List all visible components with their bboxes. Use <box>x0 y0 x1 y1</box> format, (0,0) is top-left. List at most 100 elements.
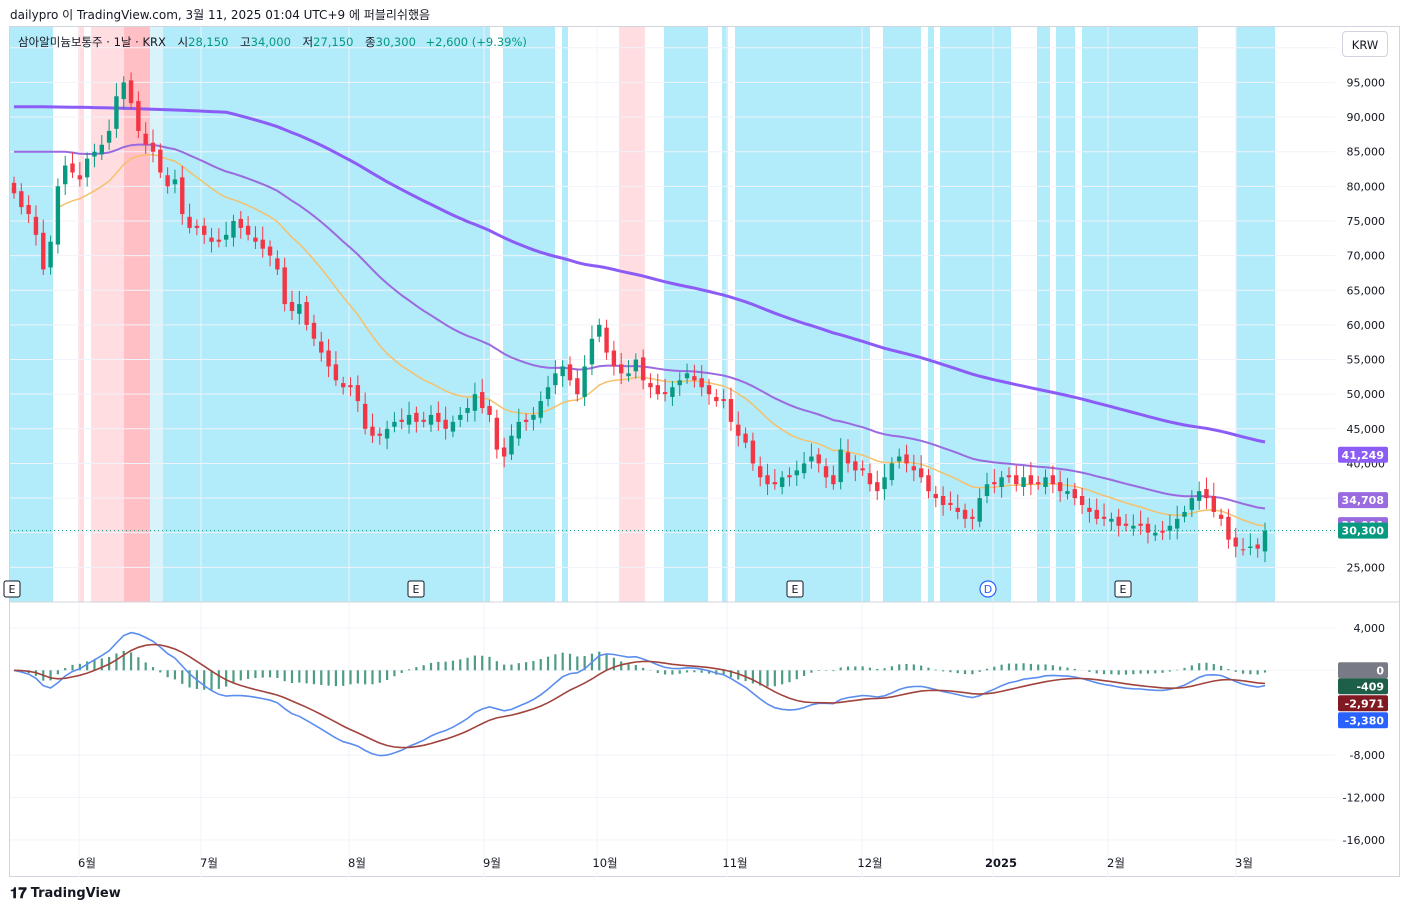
candle <box>655 385 660 395</box>
close-value: 30,300 <box>375 35 416 49</box>
regime-band <box>1037 27 1050 602</box>
footer: 𝟏𝟕 TradingView <box>10 884 121 902</box>
dividend-label: D <box>984 583 992 596</box>
regime-band <box>722 27 728 602</box>
time-tick-label: 9월 <box>483 856 501 870</box>
mid-ma-badge: 34,708 <box>1338 492 1388 509</box>
earnings-marker: E <box>1114 580 1132 598</box>
tradingview-logo-icon: 𝟏𝟕 <box>10 884 27 902</box>
candle <box>348 385 353 388</box>
candle <box>875 482 880 492</box>
candle <box>143 133 148 145</box>
candle <box>282 267 287 305</box>
candle <box>1262 530 1268 552</box>
candle <box>1218 514 1224 519</box>
candle <box>1160 530 1165 533</box>
long-ma-badge-text: 41,249 <box>1342 449 1384 462</box>
candle <box>670 387 675 397</box>
candle <box>70 163 75 173</box>
regime-band <box>91 27 124 602</box>
earnings-marker: E <box>786 580 804 598</box>
candle <box>589 338 595 365</box>
candle <box>406 414 412 425</box>
candle <box>260 239 265 249</box>
earnings-icon <box>1114 580 1132 598</box>
regime-band <box>562 27 568 602</box>
candle <box>158 149 163 173</box>
candle <box>1057 482 1063 492</box>
publish-header: dailypro 이 TradingView.com, 3월 11, 2025 … <box>10 8 431 22</box>
mid-ma-line <box>14 143 1266 510</box>
candle <box>897 456 902 462</box>
candle <box>275 258 280 270</box>
candle <box>180 177 185 215</box>
time-tick-label: 10월 <box>592 856 617 870</box>
candle <box>853 461 858 471</box>
candle <box>794 470 799 476</box>
earnings-label: E <box>413 583 420 596</box>
candle <box>889 463 895 481</box>
candle <box>531 414 536 420</box>
candle <box>523 419 529 422</box>
candle <box>706 385 712 395</box>
symbol-name: 삼아알미늄보통주 · 1날 · KRX <box>18 35 166 49</box>
candle <box>560 366 565 377</box>
time-tick-label: 11월 <box>722 856 747 870</box>
candle <box>333 364 339 381</box>
candle <box>77 175 83 180</box>
candle <box>1153 532 1158 536</box>
candle <box>172 179 178 185</box>
candle <box>714 396 719 402</box>
price-tick-label: 60,000 <box>1347 319 1386 332</box>
candle <box>165 175 170 187</box>
candle <box>370 426 375 436</box>
candle <box>480 392 485 409</box>
candle <box>55 186 61 245</box>
candle <box>999 477 1004 487</box>
price-tick-label: 75,000 <box>1347 215 1386 228</box>
candle <box>443 419 448 429</box>
candle <box>940 496 946 506</box>
candle <box>1101 516 1107 519</box>
short-ma-line <box>57 153 1266 527</box>
candle <box>150 142 156 152</box>
price-tick-label: 25,000 <box>1347 561 1386 574</box>
last-price-badge-box <box>1338 522 1388 539</box>
candle <box>545 387 551 400</box>
currency-button[interactable]: KRW <box>1342 31 1388 57</box>
regime-band <box>163 27 490 602</box>
chart-frame[interactable] <box>9 26 1400 877</box>
candle <box>933 493 938 499</box>
high-label: 고 <box>240 35 251 49</box>
candle <box>1167 525 1173 531</box>
price-tick-label: 50,000 <box>1347 388 1386 401</box>
signal-line <box>13 643 1266 749</box>
candle <box>677 380 682 386</box>
macd-zero-badge-box <box>1338 662 1388 679</box>
candle <box>1123 523 1129 526</box>
time-tick-label: 7월 <box>200 856 218 870</box>
candle <box>1021 477 1026 487</box>
candle <box>948 502 953 506</box>
earnings-label: E <box>792 583 799 596</box>
candle <box>428 414 434 425</box>
candle <box>136 101 141 131</box>
candle <box>128 80 134 104</box>
close-label: 종 <box>365 35 376 49</box>
candle <box>1087 507 1092 512</box>
change-value: +2,600 (+9.39%) <box>425 35 527 49</box>
price-tick-label: 55,000 <box>1347 354 1386 367</box>
candle <box>1094 509 1099 519</box>
candle <box>860 468 865 471</box>
candle <box>41 232 46 270</box>
candle <box>699 378 704 388</box>
candle <box>1175 518 1180 529</box>
price-tick-label: 70,000 <box>1347 250 1386 263</box>
regime-band <box>150 27 163 602</box>
candle <box>48 241 53 268</box>
candle <box>772 482 778 485</box>
candle <box>758 466 763 478</box>
candle <box>1226 516 1231 540</box>
candle <box>955 507 960 512</box>
